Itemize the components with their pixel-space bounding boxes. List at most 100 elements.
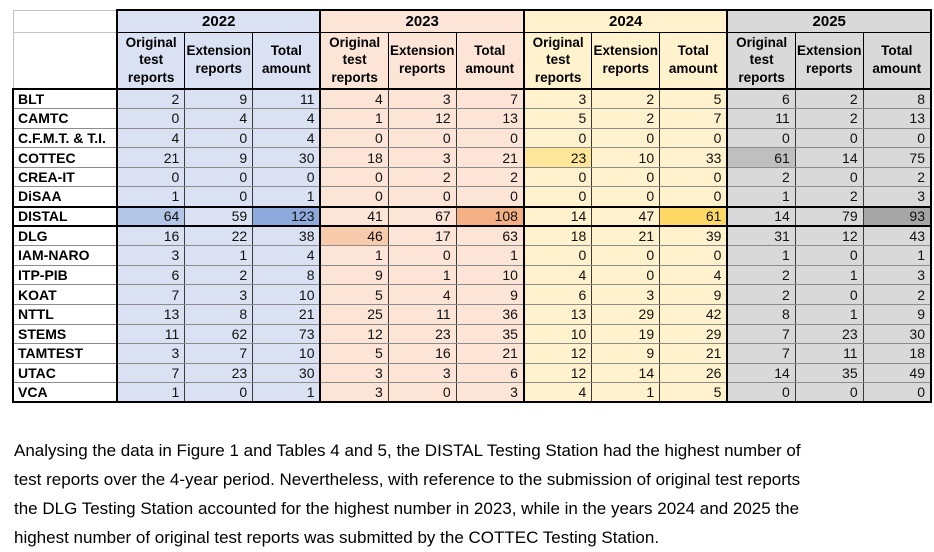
row-label: DiSAA bbox=[12, 186, 118, 207]
data-cell: 0 bbox=[184, 382, 254, 404]
data-cell: 12 bbox=[522, 343, 593, 364]
data-cell: 8 bbox=[726, 303, 796, 325]
data-cell: 8 bbox=[252, 264, 321, 286]
data-cell: 2 bbox=[794, 108, 864, 129]
analysis-line-3: the DLG Testing Station accounted for th… bbox=[14, 499, 800, 518]
data-cell: 61 bbox=[659, 205, 728, 228]
data-cell: 7 bbox=[455, 88, 525, 110]
data-cell: 108 bbox=[455, 205, 525, 228]
data-cell: 0 bbox=[455, 127, 525, 149]
data-cell: 0 bbox=[522, 127, 593, 149]
data-cell: 39 bbox=[659, 225, 728, 247]
data-cell: 4 bbox=[522, 382, 593, 404]
data-cell: 14 bbox=[591, 362, 661, 384]
year-row: 2022 2023 2024 2025 bbox=[12, 9, 932, 33]
data-cell: 13 bbox=[522, 303, 593, 325]
data-cell: 23 bbox=[387, 323, 457, 345]
table-row: DiSAA 1 0 1 0 0 0 0 0 0 1 2 3 bbox=[12, 186, 932, 207]
data-cell: 23 bbox=[794, 323, 864, 345]
data-cell: 11 bbox=[116, 323, 186, 345]
data-cell: 35 bbox=[794, 362, 864, 384]
data-cell: 2 bbox=[794, 88, 864, 110]
data-cell: 0 bbox=[591, 166, 661, 188]
data-cell: 42 bbox=[659, 303, 728, 325]
data-cell: 4 bbox=[252, 108, 321, 129]
analysis-paragraph: Analysing the data in Figure 1 and Table… bbox=[14, 436, 926, 552]
data-cell: 9 bbox=[659, 284, 728, 305]
table-row: UTAC 7 23 30 3 3 6 12 14 26 14 35 49 bbox=[12, 362, 932, 384]
data-cell: 3 bbox=[387, 147, 457, 168]
analysis-line-4: highest number of original test reports … bbox=[14, 528, 660, 547]
table-row: CREA-IT 0 0 0 0 2 2 0 0 0 2 0 2 bbox=[12, 166, 932, 188]
data-cell: 0 bbox=[591, 245, 661, 266]
data-cell: 30 bbox=[252, 147, 321, 168]
data-cell: 6 bbox=[726, 88, 796, 110]
year-header-2022: 2022 bbox=[115, 9, 321, 33]
data-cell: 7 bbox=[116, 362, 186, 384]
data-cell: 7 bbox=[726, 323, 796, 345]
data-cell: 9 bbox=[184, 147, 254, 168]
sub-header: Extension reports bbox=[591, 31, 661, 90]
data-cell: 8 bbox=[862, 88, 932, 110]
data-cell: 12 bbox=[319, 323, 389, 345]
data-cell: 1 bbox=[726, 186, 796, 207]
row-label: DLG bbox=[12, 225, 118, 247]
data-cell: 35 bbox=[455, 323, 525, 345]
data-cell: 5 bbox=[522, 108, 593, 129]
data-cell: 18 bbox=[862, 343, 932, 364]
data-cell: 33 bbox=[659, 147, 728, 168]
data-cell: 10 bbox=[252, 284, 321, 305]
data-cell: 10 bbox=[252, 343, 321, 364]
table-row: TAMTEST 3 7 10 5 16 21 12 9 21 7 11 18 bbox=[12, 343, 932, 364]
data-cell: 11 bbox=[726, 108, 796, 129]
row-label: UTAC bbox=[12, 362, 118, 384]
data-cell: 0 bbox=[184, 127, 254, 149]
data-cell: 38 bbox=[252, 225, 321, 247]
sub-header: Extension reports bbox=[387, 31, 457, 90]
sub-header: Original test reports bbox=[522, 31, 593, 90]
data-cell: 59 bbox=[184, 205, 254, 228]
data-cell: 29 bbox=[591, 303, 661, 325]
data-cell: 1 bbox=[184, 245, 254, 266]
data-cell: 1 bbox=[591, 382, 661, 404]
data-cell: 18 bbox=[522, 225, 593, 247]
row-label: DISTAL bbox=[12, 205, 118, 228]
data-cell: 4 bbox=[252, 127, 321, 149]
table-row: KOAT 7 3 10 5 4 9 6 3 9 2 0 2 bbox=[12, 284, 932, 305]
data-cell: 14 bbox=[522, 205, 593, 228]
data-cell: 13 bbox=[455, 108, 525, 129]
data-cell: 0 bbox=[862, 382, 932, 404]
data-cell: 30 bbox=[252, 362, 321, 384]
data-cell: 21 bbox=[252, 303, 321, 325]
data-cell: 1 bbox=[252, 382, 321, 404]
data-cell: 14 bbox=[794, 147, 864, 168]
data-cell: 3 bbox=[862, 186, 932, 207]
data-cell: 12 bbox=[387, 108, 457, 129]
data-cell: 0 bbox=[184, 186, 254, 207]
data-cell: 1 bbox=[455, 245, 525, 266]
data-cell: 36 bbox=[455, 303, 525, 325]
row-label: KOAT bbox=[12, 284, 118, 305]
row-label: TAMTEST bbox=[12, 343, 118, 364]
data-cell: 7 bbox=[184, 343, 254, 364]
data-cell: 0 bbox=[794, 127, 864, 149]
data-cell: 9 bbox=[455, 284, 525, 305]
row-label: COTTEC bbox=[12, 147, 118, 168]
data-cell: 3 bbox=[387, 362, 457, 384]
analysis-line-2: test reports over the 4-year period. Nev… bbox=[14, 470, 801, 489]
data-cell: 0 bbox=[522, 245, 593, 266]
data-cell: 0 bbox=[387, 382, 457, 404]
sub-header: Total amount bbox=[862, 31, 932, 90]
data-cell: 29 bbox=[659, 323, 728, 345]
data-cell: 23 bbox=[184, 362, 254, 384]
table-row: STEMS 11 62 73 12 23 35 10 19 29 7 23 30 bbox=[12, 323, 932, 345]
table-head: 2022 2023 2024 2025 Original test reports Ext… bbox=[12, 9, 932, 90]
data-cell: 1 bbox=[794, 264, 864, 286]
data-cell: 5 bbox=[659, 88, 728, 110]
data-cell: 5 bbox=[319, 284, 389, 305]
table-body: BLT 2 9 11 4 3 7 3 2 5 6 2 8 CAMTC 0 4 4 1 12 13 5 2 7 11 2 13 C.F… bbox=[12, 88, 932, 404]
data-cell: 49 bbox=[862, 362, 932, 384]
data-cell: 0 bbox=[319, 127, 389, 149]
data-cell: 21 bbox=[455, 147, 525, 168]
data-cell: 0 bbox=[522, 166, 593, 188]
